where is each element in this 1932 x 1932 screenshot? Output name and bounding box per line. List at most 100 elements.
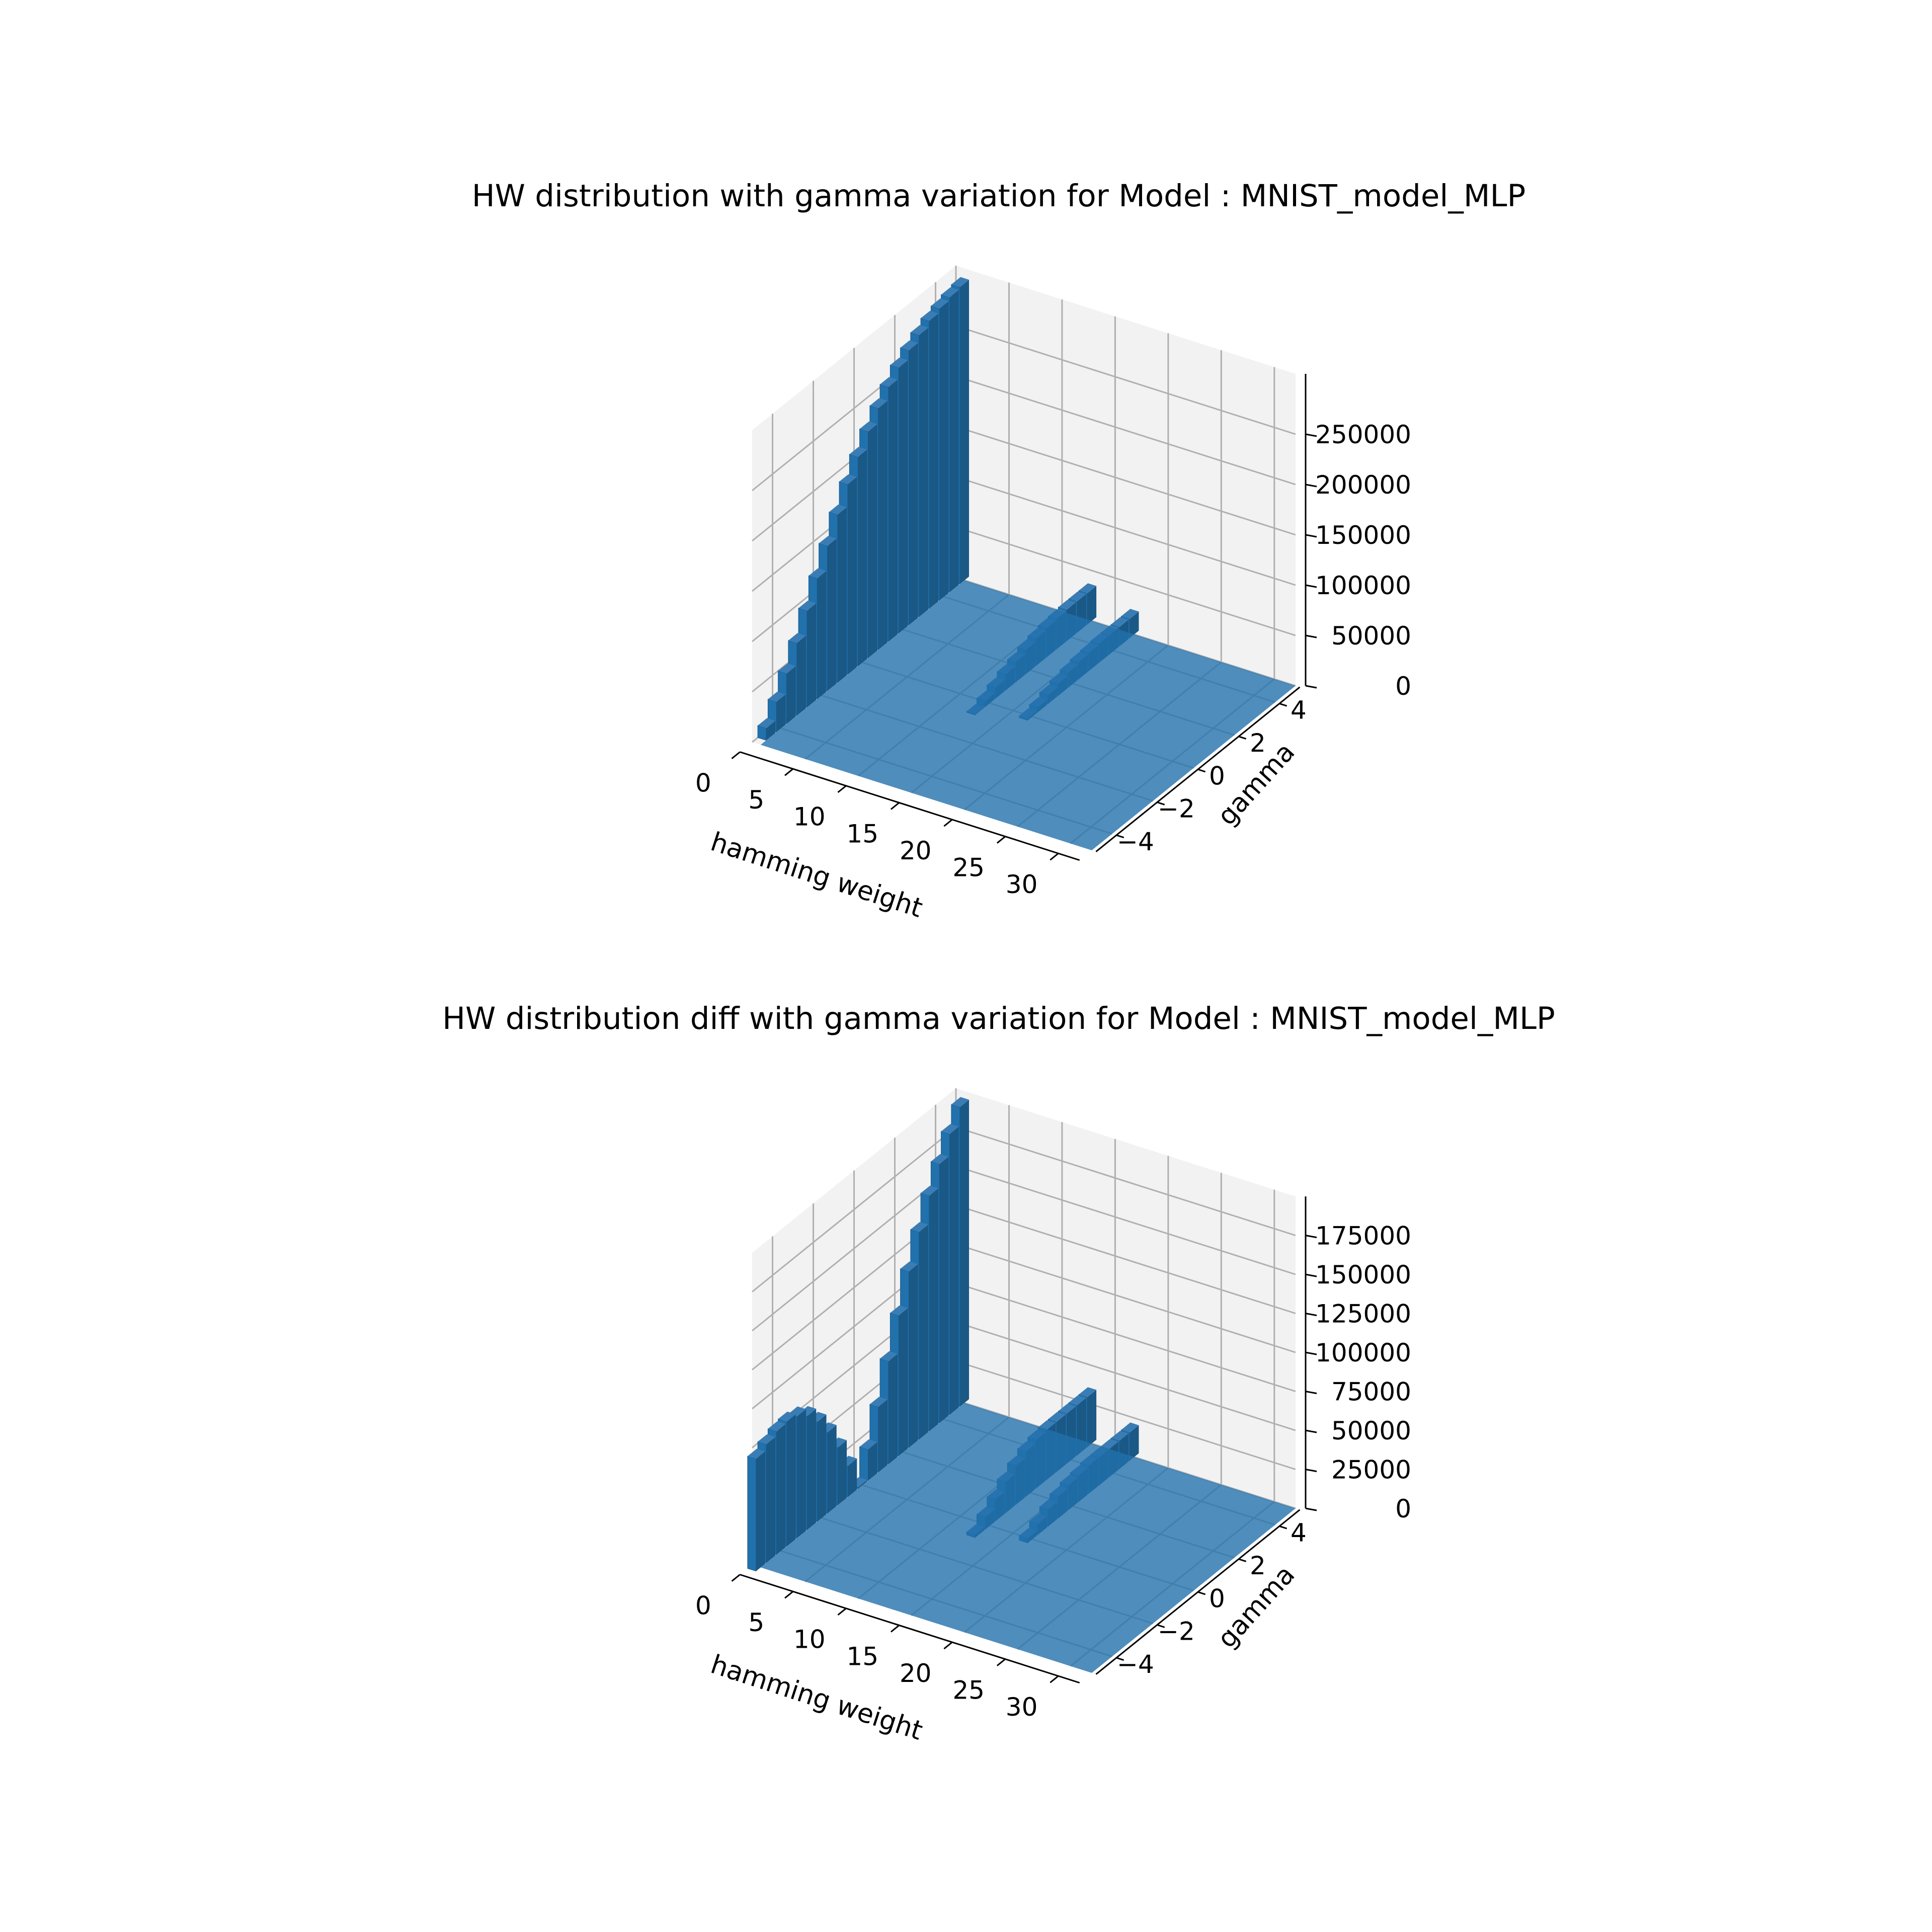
bar-top <box>941 1124 959 1135</box>
bar-side <box>878 400 888 650</box>
bar-side <box>1087 586 1097 625</box>
z-tick-label: 50000 <box>1331 621 1411 651</box>
bar-side <box>1130 1425 1139 1461</box>
bar-side <box>837 1440 847 1505</box>
bar-top <box>869 398 888 409</box>
y-tick <box>1279 702 1287 707</box>
bar-side <box>817 1414 827 1522</box>
y-tick-label: 2 <box>1250 1551 1266 1580</box>
bar-side <box>959 1099 969 1407</box>
bar-top <box>849 447 867 457</box>
chart-title: HW distribution with gamma variation for… <box>472 178 1526 214</box>
bar-top <box>859 421 877 432</box>
floor-bars <box>760 1403 1296 1673</box>
z-tick-label: 100000 <box>1315 571 1411 600</box>
x-tick <box>890 802 900 810</box>
bar-side <box>1130 611 1139 638</box>
bar-side <box>776 1424 786 1555</box>
y-tick <box>1197 768 1206 773</box>
y-tick <box>1238 736 1247 740</box>
bar-side <box>909 1264 918 1448</box>
bar-side <box>949 290 959 593</box>
bar-top <box>1058 1403 1076 1414</box>
z-tick <box>1305 584 1317 588</box>
bar-side <box>919 1225 928 1440</box>
bars <box>747 1097 1296 1673</box>
bar-top <box>910 325 928 336</box>
x-axis-label: hamming weight <box>707 827 926 924</box>
y-tick-label: 4 <box>1291 1518 1307 1547</box>
z-tick-label: 125000 <box>1315 1300 1411 1329</box>
bar-side <box>848 1458 857 1497</box>
z-tick-label: 0 <box>1395 1494 1411 1523</box>
z-tick <box>1305 1391 1317 1394</box>
pane-back <box>956 266 1296 686</box>
bar-top <box>921 1185 939 1196</box>
bar-top <box>1111 617 1129 627</box>
bar-side <box>817 571 827 699</box>
x-axis-line <box>740 1574 1080 1684</box>
z-tick-label: 0 <box>1395 672 1411 701</box>
bar-top <box>951 1097 969 1107</box>
bar-front <box>859 1446 868 1481</box>
bar-side <box>939 1157 949 1423</box>
z-tick-label: 200000 <box>1315 470 1411 500</box>
bar-side <box>899 360 908 633</box>
bar-top <box>809 568 827 579</box>
bar-side <box>909 343 918 625</box>
bar-side <box>858 1480 867 1489</box>
z-tick-label: 150000 <box>1315 521 1411 550</box>
z-tick-label: 250000 <box>1315 420 1411 449</box>
y-tick <box>1157 801 1165 806</box>
x-tick <box>1050 853 1059 861</box>
bar-top <box>1121 609 1139 619</box>
z-tick <box>1305 534 1317 538</box>
x-tick <box>837 1607 847 1616</box>
bar-side <box>929 313 939 609</box>
z-tick-label: 75000 <box>1331 1378 1411 1407</box>
bar-top <box>931 298 949 309</box>
bar-side <box>776 694 786 732</box>
bar-top <box>941 287 959 298</box>
z-tick-label: 150000 <box>1315 1260 1411 1290</box>
y-tick <box>1116 1657 1124 1661</box>
bar-top <box>778 663 796 674</box>
bar-side <box>949 1126 959 1415</box>
bar-top <box>880 1351 898 1361</box>
bar-top <box>1079 583 1097 594</box>
bar-top <box>747 1448 765 1459</box>
z-tick-label: 50000 <box>1331 1416 1411 1445</box>
bar-top <box>778 1411 796 1422</box>
bar-side <box>889 379 898 642</box>
bar-top <box>921 310 939 321</box>
bar-top <box>931 1154 949 1164</box>
bar-side <box>1087 1390 1097 1447</box>
bar-top <box>859 1439 877 1450</box>
x-tick <box>996 1658 1006 1666</box>
y-tick-label: 0 <box>1209 1584 1225 1613</box>
bar-top <box>758 718 776 729</box>
z-tick <box>1305 1351 1317 1355</box>
y-tick-label: 2 <box>1250 729 1266 758</box>
tick-labels: 051015202530−4−2024050000100000150000200… <box>695 420 1411 899</box>
bar-top <box>869 1397 888 1407</box>
x-tick-label: 20 <box>900 1659 932 1688</box>
x-tick-label: 25 <box>952 1675 985 1705</box>
bar-top <box>798 600 817 611</box>
bar-side <box>959 280 969 584</box>
y-tick <box>1116 834 1124 839</box>
bar-top <box>1068 591 1086 602</box>
bar-side <box>786 666 796 724</box>
bar-top <box>768 1421 786 1432</box>
bar-top <box>1038 1420 1056 1430</box>
y-tick-label: −2 <box>1158 794 1195 824</box>
bar-side <box>848 476 857 675</box>
x-tick <box>784 768 794 776</box>
z-tick <box>1305 1469 1317 1472</box>
bar-side <box>796 635 806 716</box>
x-tick <box>1050 1675 1059 1683</box>
x-tick-label: 15 <box>846 1642 878 1671</box>
x-tick-label: 5 <box>748 1608 764 1637</box>
